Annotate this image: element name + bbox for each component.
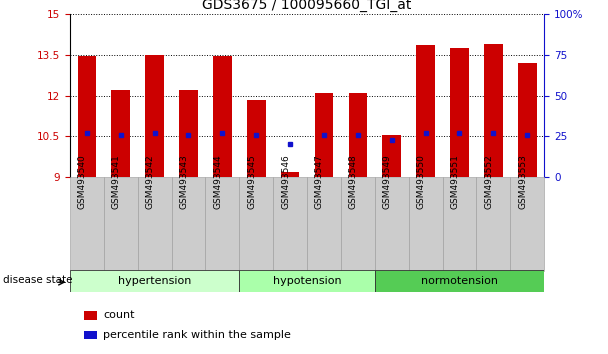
Bar: [247, 100, 266, 177]
Text: GSM493550: GSM493550: [416, 154, 426, 209]
Text: GSM493551: GSM493551: [451, 154, 460, 209]
Bar: [443, 177, 477, 271]
Bar: [179, 90, 198, 177]
Text: GSM493545: GSM493545: [247, 154, 256, 209]
Title: GDS3675 / 100095660_TGI_at: GDS3675 / 100095660_TGI_at: [202, 0, 412, 12]
Bar: [281, 172, 299, 177]
Bar: [78, 56, 96, 177]
Text: GSM493544: GSM493544: [213, 154, 223, 209]
Text: GSM493542: GSM493542: [145, 154, 154, 209]
Bar: [375, 177, 409, 271]
Text: GSM493546: GSM493546: [281, 154, 290, 209]
Bar: [137, 177, 171, 271]
Bar: [518, 63, 536, 177]
Bar: [84, 311, 97, 320]
Text: GSM493547: GSM493547: [315, 154, 324, 209]
Text: GSM493541: GSM493541: [112, 154, 121, 209]
Text: GSM493548: GSM493548: [349, 154, 358, 209]
Bar: [307, 177, 341, 271]
Bar: [382, 135, 401, 177]
Text: GSM493540: GSM493540: [78, 154, 87, 209]
Bar: [273, 177, 307, 271]
Bar: [84, 331, 97, 339]
Bar: [477, 177, 510, 271]
Bar: [450, 48, 469, 177]
Bar: [341, 177, 375, 271]
Text: GSM493543: GSM493543: [179, 154, 188, 209]
Bar: [240, 270, 375, 292]
Bar: [416, 45, 435, 177]
Bar: [375, 270, 544, 292]
Text: normotension: normotension: [421, 276, 498, 286]
Text: count: count: [103, 310, 134, 320]
Bar: [145, 55, 164, 177]
Bar: [70, 177, 104, 271]
Bar: [510, 177, 544, 271]
Text: percentile rank within the sample: percentile rank within the sample: [103, 330, 291, 340]
Bar: [484, 44, 503, 177]
Text: disease state: disease state: [4, 275, 73, 285]
Bar: [213, 56, 232, 177]
Bar: [206, 177, 240, 271]
Bar: [70, 270, 240, 292]
Bar: [240, 177, 273, 271]
Bar: [409, 177, 443, 271]
Text: hypotension: hypotension: [273, 276, 341, 286]
Bar: [348, 93, 367, 177]
Bar: [111, 90, 130, 177]
Bar: [171, 177, 206, 271]
Text: GSM493549: GSM493549: [382, 154, 392, 209]
Text: GSM493552: GSM493552: [485, 154, 493, 209]
Text: hypertension: hypertension: [118, 276, 192, 286]
Bar: [104, 177, 137, 271]
Text: GSM493553: GSM493553: [518, 154, 527, 209]
Bar: [315, 93, 333, 177]
